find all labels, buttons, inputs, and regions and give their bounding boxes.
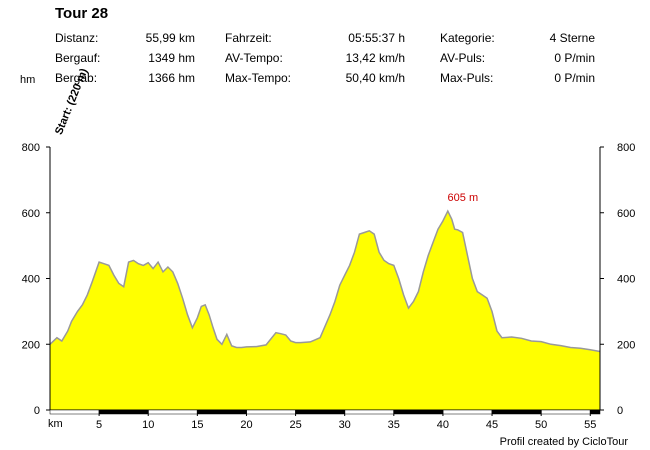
stat-value-category: 4 Sterne [549, 31, 595, 45]
x-tick-label: 45 [486, 419, 498, 431]
km-segment [590, 410, 600, 414]
y-tick-label-left: 600 [22, 208, 40, 220]
y-tick-label-right: 600 [617, 208, 635, 220]
stat-label-descent: Bergab: [55, 71, 98, 85]
km-segment [541, 410, 591, 414]
stat-value-distance: 55,99 km [145, 31, 195, 45]
elevation-area [50, 211, 600, 410]
x-tick-label: 35 [388, 419, 400, 431]
y-tick-label-left: 0 [34, 405, 40, 417]
x-tick-label: 55 [584, 419, 596, 431]
x-tick-label: 25 [289, 419, 301, 431]
stat-value-ride-time: 05:55:37 h [348, 31, 405, 45]
tour-title: Tour 28 [55, 5, 109, 22]
x-tick-label: 15 [191, 419, 203, 431]
y-tick-label-left: 800 [22, 142, 40, 154]
stat-label-avg-pulse: AV-Puls: [440, 51, 486, 65]
stat-label-distance: Distanz: [55, 31, 99, 45]
km-segment [344, 410, 394, 414]
y-axis-unit: hm [20, 74, 36, 86]
km-segment [148, 410, 198, 414]
x-tick-label: 30 [339, 419, 351, 431]
y-tick-label-right: 0 [617, 405, 623, 417]
stat-value-descent: 1366 hm [148, 71, 195, 85]
x-tick-label: 40 [437, 419, 449, 431]
km-bar-frame [49, 409, 601, 415]
stat-label-ascent: Bergauf: [55, 51, 101, 65]
x-axis-unit: km [48, 418, 63, 430]
km-segment [295, 410, 345, 414]
stat-value-ascent: 1349 hm [148, 51, 195, 65]
y-tick-label-right: 800 [617, 142, 635, 154]
y-tick-label-right: 400 [617, 274, 635, 286]
km-segment [492, 410, 542, 414]
stat-value-avg-pulse: 0 P/min [554, 51, 595, 65]
x-tick-label: 5 [96, 419, 102, 431]
km-segment [50, 410, 100, 414]
x-tick-label: 20 [240, 419, 252, 431]
stat-value-max-pulse: 0 P/min [554, 71, 595, 85]
stat-label-max-pulse: Max-Puls: [440, 71, 494, 85]
y-tick-label-left: 400 [22, 274, 40, 286]
stat-label-avg-speed: AV-Tempo: [225, 51, 283, 65]
y-tick-label-left: 200 [22, 339, 40, 351]
km-segment [246, 410, 296, 414]
stat-label-max-speed: Max-Tempo: [225, 71, 292, 85]
km-segment [442, 410, 493, 414]
km-segment [393, 410, 443, 414]
stat-value-max-speed: 50,40 km/h [345, 71, 405, 85]
stat-value-avg-speed: 13,42 km/h [345, 51, 405, 65]
km-segment [197, 410, 247, 414]
credit-text: Profil created by CicloTour [499, 436, 628, 448]
peak-label: 605 m [448, 192, 479, 204]
km-segment [99, 410, 149, 414]
x-tick-label: 10 [142, 419, 154, 431]
elevation-line [49, 209, 601, 353]
stat-label-category: Kategorie: [440, 31, 495, 45]
stat-label-ride-time: Fahrzeit: [225, 31, 272, 45]
y-tick-label-right: 200 [617, 339, 635, 351]
x-tick-label: 50 [535, 419, 547, 431]
